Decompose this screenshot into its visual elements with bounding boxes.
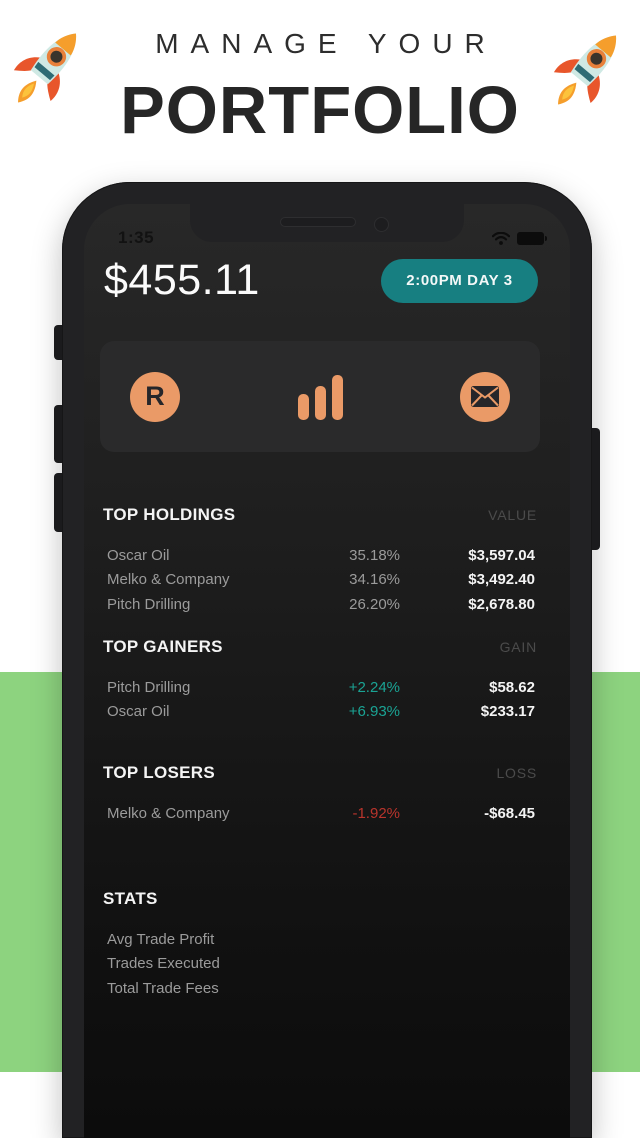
account-balance: $455.11 bbox=[104, 256, 260, 304]
toolbar-card: R bbox=[100, 341, 540, 452]
holding-value: $3,597.04 bbox=[468, 546, 535, 564]
top-gainers-section: TOP GAINERS GAIN Pitch Drilling +2.24% $… bbox=[84, 636, 570, 724]
gainer-name: Oscar Oil bbox=[107, 703, 170, 721]
bar-chart-icon bbox=[297, 393, 309, 420]
day-time-badge: 2:00PM DAY 3 bbox=[381, 258, 538, 303]
volume-down-button bbox=[54, 473, 62, 532]
table-row: Melko & Company -1.92% -$68.45 bbox=[84, 801, 570, 826]
section-title: STATS bbox=[103, 889, 158, 908]
table-row: Oscar Oil +6.93% $233.17 bbox=[84, 700, 570, 725]
section-header: TOP GAINERS GAIN bbox=[84, 636, 570, 658]
loser-percent: -1.92% bbox=[352, 804, 400, 822]
loser-value: -$68.45 bbox=[484, 804, 535, 822]
hero-header: MANAGE YOUR PORTFOLIO bbox=[0, 0, 640, 180]
rocket-icon bbox=[528, 10, 640, 131]
section-column-label: GAIN bbox=[499, 639, 537, 655]
battery-icon bbox=[517, 232, 547, 245]
hero-subtitle: MANAGE YOUR bbox=[155, 28, 497, 59]
top-holdings-section: TOP HOLDINGS VALUE Oscar Oil 35.18% $3,5… bbox=[84, 504, 570, 617]
status-bar-icons bbox=[492, 232, 547, 245]
mute-switch bbox=[54, 325, 62, 360]
table-row: Oscar Oil 35.18% $3,597.04 bbox=[84, 543, 570, 568]
gainer-name: Pitch Drilling bbox=[107, 678, 191, 696]
status-bar-time: 1:35 bbox=[118, 228, 155, 247]
section-title: TOP GAINERS bbox=[103, 637, 223, 656]
gainer-value: $233.17 bbox=[480, 703, 535, 721]
holding-name: Melko & Company bbox=[107, 571, 230, 589]
power-button bbox=[592, 428, 600, 550]
rocket-icon bbox=[0, 8, 106, 129]
holding-percent: 26.20% bbox=[349, 595, 400, 613]
front-camera bbox=[374, 217, 389, 232]
phone-screen: 1:35 $455.11 2:00PM DAY 3 R bbox=[84, 204, 570, 1138]
gainer-percent: +6.93% bbox=[348, 703, 400, 721]
table-row: Pitch Drilling 26.20% $2,678.80 bbox=[84, 592, 570, 617]
section-title: TOP LOSERS bbox=[103, 763, 215, 782]
stats-section: STATS Avg Trade Profit Trades Executed T… bbox=[84, 888, 570, 1001]
r-avatar-icon: R bbox=[145, 381, 165, 411]
mail-button[interactable] bbox=[460, 371, 510, 422]
hero-title: PORTFOLIO bbox=[120, 73, 520, 148]
section-header: TOP HOLDINGS VALUE bbox=[84, 504, 570, 526]
wifi-icon bbox=[492, 232, 510, 245]
holding-name: Pitch Drilling bbox=[107, 595, 191, 613]
section-header: STATS bbox=[84, 888, 570, 910]
holding-value: $2,678.80 bbox=[468, 595, 535, 613]
stat-label: Avg Trade Profit bbox=[107, 930, 215, 948]
holding-name: Oscar Oil bbox=[107, 546, 170, 564]
holding-percent: 34.16% bbox=[349, 571, 400, 589]
section-column-label: LOSS bbox=[496, 765, 537, 781]
section-column-label: VALUE bbox=[488, 507, 537, 523]
section-title: TOP HOLDINGS bbox=[103, 505, 236, 524]
top-losers-section: TOP LOSERS LOSS Melko & Company -1.92% -… bbox=[84, 762, 570, 826]
bar-chart-button[interactable] bbox=[297, 374, 343, 420]
bar-chart-icon bbox=[314, 385, 326, 420]
r-avatar-button[interactable]: R bbox=[130, 371, 180, 422]
phone-notch bbox=[190, 204, 464, 242]
balance-row: $455.11 2:00PM DAY 3 bbox=[84, 256, 570, 305]
holding-percent: 35.18% bbox=[349, 546, 400, 564]
phone-mockup: 1:35 $455.11 2:00PM DAY 3 R bbox=[54, 182, 600, 1138]
mail-icon bbox=[471, 386, 499, 407]
loser-name: Melko & Company bbox=[107, 804, 230, 822]
stat-label: Total Trade Fees bbox=[107, 979, 219, 997]
table-row: Melko & Company 34.16% $3,492.40 bbox=[84, 568, 570, 593]
holding-value: $3,492.40 bbox=[468, 571, 535, 589]
table-row: Pitch Drilling +2.24% $58.62 bbox=[84, 675, 570, 700]
gainer-percent: +2.24% bbox=[348, 678, 400, 696]
volume-up-button bbox=[54, 405, 62, 463]
gainer-value: $58.62 bbox=[489, 678, 535, 696]
speaker-slot bbox=[280, 217, 356, 227]
stat-label: Trades Executed bbox=[107, 955, 220, 973]
bar-chart-icon bbox=[331, 374, 343, 420]
section-header: TOP LOSERS LOSS bbox=[84, 762, 570, 784]
